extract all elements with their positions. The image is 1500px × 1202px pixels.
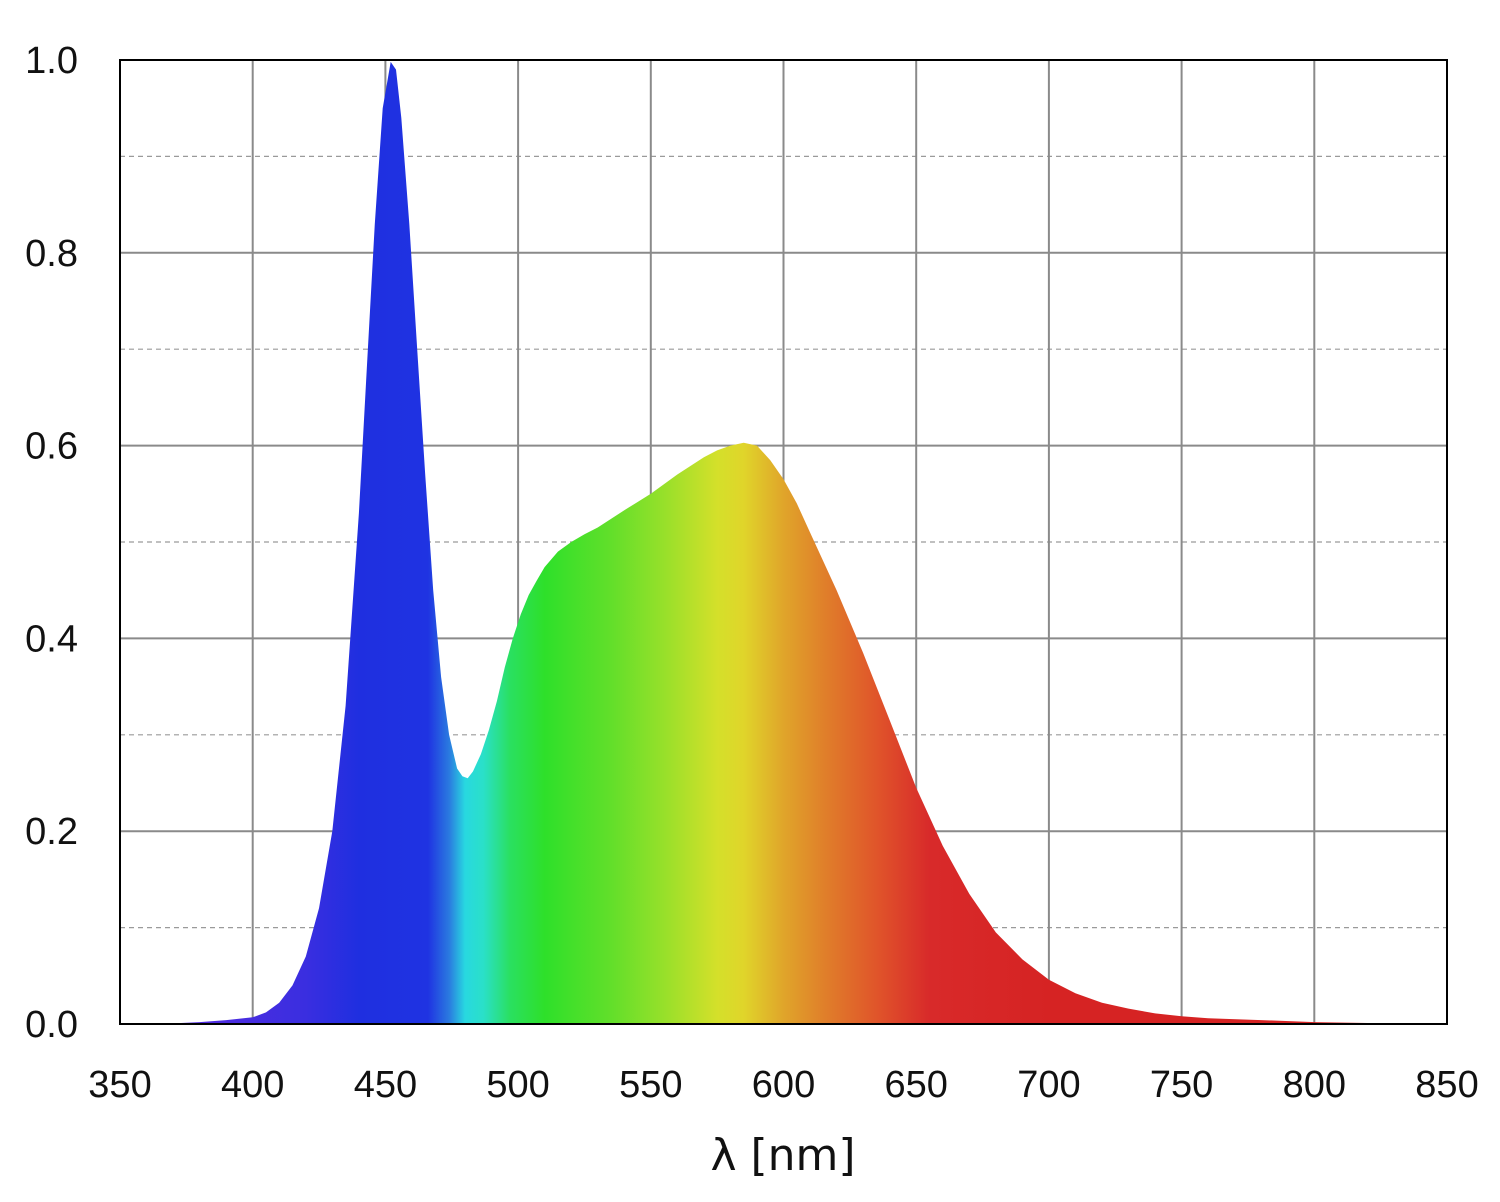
y-tick-label: 0.2 xyxy=(25,811,78,853)
y-tick-labels: 0.0 0.2 0.4 0.6 0.8 1.0 xyxy=(25,40,78,1046)
y-tick-label: 1.0 xyxy=(25,40,78,82)
y-tick-label: 0.6 xyxy=(25,426,78,468)
x-tick-label: 600 xyxy=(752,1064,815,1106)
x-tick-label: 800 xyxy=(1283,1064,1346,1106)
x-tick-label: 400 xyxy=(221,1064,284,1106)
x-tick-label: 350 xyxy=(88,1064,151,1106)
x-tick-label: 700 xyxy=(1017,1064,1080,1106)
x-tick-label: 650 xyxy=(884,1064,947,1106)
x-axis-label: λ [nm] xyxy=(710,1130,855,1181)
x-tick-label: 550 xyxy=(619,1064,682,1106)
spectrum-area xyxy=(159,61,1421,1024)
x-tick-label: 450 xyxy=(354,1064,417,1106)
plot-frame xyxy=(119,59,1448,1025)
x-tick-label: 750 xyxy=(1150,1064,1213,1106)
x-tick-labels: 350 400 450 500 550 600 650 700 750 800 850 xyxy=(88,1064,1478,1106)
x-tick-label: 850 xyxy=(1415,1064,1478,1106)
y-tick-label: 0.4 xyxy=(25,618,78,660)
x-tick-label: 500 xyxy=(486,1064,549,1106)
y-tick-label: 0.8 xyxy=(25,233,78,275)
y-tick-label: 0.0 xyxy=(25,1004,78,1046)
